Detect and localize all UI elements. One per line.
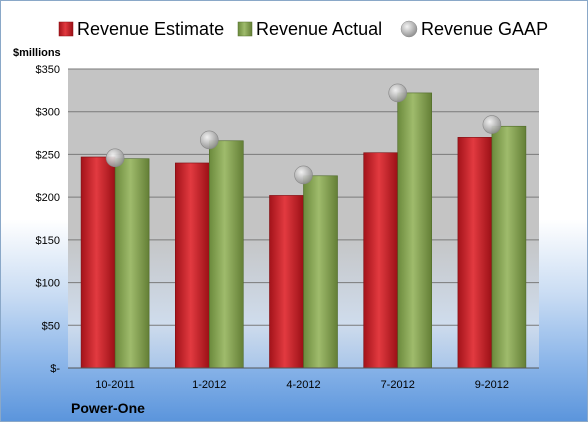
bar-revenue-estimate (80, 156, 116, 369)
legend-label-revenue-gaap: Revenue GAAP (421, 19, 548, 39)
y-tick-label: $- (50, 363, 60, 375)
bar-revenue-estimate (175, 162, 210, 369)
x-tick-label: 9-2012 (475, 379, 509, 391)
marker-revenue-gaap (105, 148, 125, 168)
bar-revenue-estimate (269, 195, 304, 369)
legend-swatch-revenue-actual (237, 21, 253, 37)
y-tick-label: $200 (36, 192, 60, 204)
marker-revenue-gaap (294, 165, 313, 185)
y-tick-label: $100 (36, 278, 60, 290)
y-axis-ticks: $- $50 $100 $150 $200 $250 $300 $350 (36, 64, 61, 375)
company-name: Power-One (71, 400, 145, 416)
y-tick-label: $50 (42, 320, 60, 332)
legend-label-revenue-actual: Revenue Actual (256, 19, 382, 39)
legend-label-revenue-estimate: Revenue Estimate (77, 19, 224, 39)
bar-revenue-actual (397, 92, 433, 369)
x-tick-label: 1-2012 (192, 379, 226, 391)
x-tick-label: 10-2011 (95, 379, 135, 391)
legend-swatch-revenue-estimate (58, 21, 74, 37)
bar-revenue-actual (491, 125, 527, 369)
y-tick-label: $300 (36, 107, 60, 119)
x-tick-label: 7-2012 (381, 379, 415, 391)
legend: Revenue Estimate Revenue Actual Revenue … (58, 19, 548, 39)
bar-revenue-actual (303, 175, 338, 369)
bars (80, 92, 527, 369)
x-tick-label: 4-2012 (286, 379, 320, 391)
gaap-markers (105, 83, 502, 185)
marker-revenue-gaap (388, 83, 408, 103)
y-tick-label: $150 (36, 235, 60, 247)
marker-revenue-gaap (482, 115, 502, 134)
bar-revenue-actual (114, 158, 150, 369)
bar-revenue-actual (209, 140, 244, 369)
legend-swatch-revenue-gaap (400, 20, 418, 38)
bar-revenue-estimate (457, 137, 493, 369)
marker-revenue-gaap (200, 130, 219, 150)
x-axis-ticks: 10-2011 1-2012 4-2012 7-2012 9-2012 (95, 379, 509, 391)
y-tick-label: $250 (36, 149, 60, 161)
y-axis-label: $millions (13, 47, 61, 59)
bar-revenue-estimate (363, 152, 399, 369)
y-tick-label: $350 (36, 64, 60, 76)
